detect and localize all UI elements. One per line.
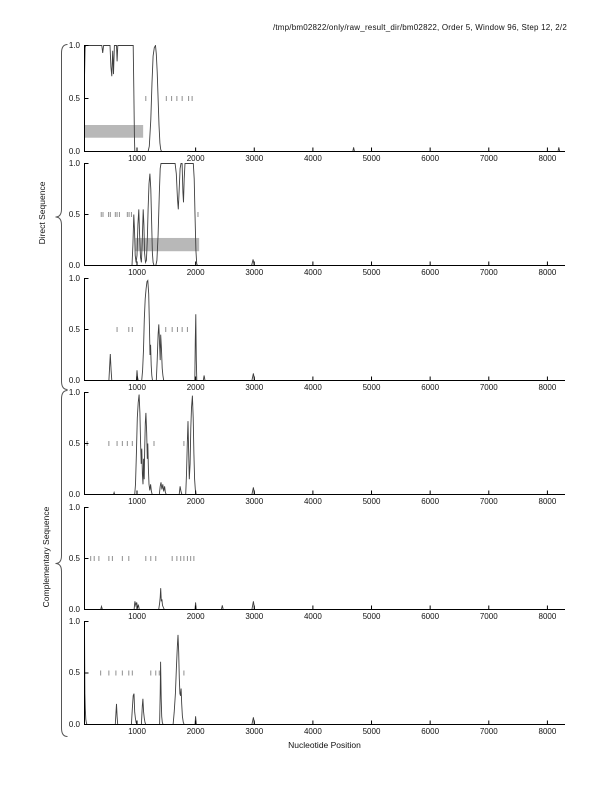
x-tick-label: 5000: [362, 497, 381, 506]
x-tick-label: 7000: [479, 383, 498, 392]
x-tick-label: 6000: [421, 497, 440, 506]
y-tick-label: 1.0: [68, 617, 80, 626]
x-tick-label: 7000: [479, 154, 498, 163]
y-tick-label: 1.0: [68, 388, 80, 397]
y-tick-label: 0.0: [68, 720, 80, 729]
complementary-sequence-label: Complementary Sequence: [41, 506, 51, 608]
x-tick-label: 8000: [538, 497, 557, 506]
x-tick-label: 1000: [128, 497, 146, 506]
x-tick-label: 6000: [421, 383, 440, 392]
complementary-group-brace: [55, 390, 68, 737]
x-tick-label: 1000: [128, 268, 146, 277]
x-tick-label: 5000: [362, 154, 381, 163]
x-tick-label: 4000: [303, 497, 322, 506]
x-tick-label: 8000: [538, 727, 557, 736]
y-tick-label: 0.5: [68, 324, 80, 334]
x-tick-label: 3000: [245, 268, 264, 277]
x-tick-label: 2000: [186, 497, 205, 506]
y-tick-label: 0.5: [68, 209, 80, 219]
x-tick-label: 7000: [479, 497, 498, 506]
x-tick-label: 1000: [128, 612, 146, 621]
x-tick-label: 1000: [128, 727, 146, 736]
panel-complementary-frame-1: [84, 392, 565, 495]
x-tick-label: 8000: [538, 268, 557, 277]
x-tick-label: 3000: [245, 383, 264, 392]
axis-lines: [84, 621, 565, 725]
x-tick-label: 8000: [538, 154, 557, 163]
y-tick-label: 0.5: [68, 668, 80, 677]
x-tick-label: 7000: [479, 727, 498, 736]
y-tick-label: 1.0: [68, 503, 80, 512]
x-tick-label: 4000: [303, 154, 322, 163]
shaded-region: [135, 237, 200, 252]
y-tick-label: 0.0: [68, 261, 80, 270]
x-tick-label: 3000: [245, 727, 264, 736]
x-tick-label: 4000: [303, 612, 322, 621]
shaded-region: [84, 125, 144, 138]
x-tick-label: 2000: [186, 612, 205, 621]
x-tick-label: 6000: [421, 154, 440, 163]
coding-potential-curve: [84, 279, 565, 381]
coding-potential-curve: [84, 588, 565, 610]
direct-group-brace: [55, 44, 68, 390]
x-tick-label: 6000: [421, 612, 440, 621]
x-tick-label: 5000: [362, 383, 381, 392]
x-tick-label: 5000: [362, 612, 381, 621]
y-tick-label: 0.5: [68, 93, 80, 103]
panel-direct-frame-2: [84, 163, 565, 266]
x-tick-label: 5000: [362, 268, 381, 277]
x-tick-label: 6000: [421, 268, 440, 277]
y-tick-label: 1.0: [68, 41, 80, 50]
x-tick-label: 5000: [362, 727, 381, 736]
plot-title: /tmp/bm02822/only/raw_result_dir/bm02822…: [272, 23, 567, 32]
axis-lines: [84, 507, 565, 610]
y-tick-label: 0.0: [68, 147, 80, 156]
x-tick-label: 3000: [245, 154, 264, 163]
x-axis-title: Nucleotide Position: [288, 740, 361, 750]
panel-complementary-frame-2: [84, 507, 565, 610]
y-tick-label: 0.5: [68, 553, 80, 563]
x-tick-label: 2000: [186, 727, 205, 736]
x-tick-label: 2000: [186, 154, 205, 163]
x-tick-label: 4000: [303, 727, 322, 736]
x-tick-label: 3000: [245, 497, 264, 506]
panel-complementary-frame-3: [84, 621, 565, 725]
panel-direct-frame-3: [84, 278, 565, 381]
x-tick-label: 8000: [538, 383, 557, 392]
x-tick-label: 6000: [421, 727, 440, 736]
x-tick-label: 1000: [128, 383, 146, 392]
x-tick-label: 4000: [303, 268, 322, 277]
x-tick-label: 7000: [479, 268, 498, 277]
y-tick-label: 0.5: [68, 438, 80, 448]
x-tick-label: 3000: [245, 612, 264, 621]
y-tick-label: 1.0: [68, 159, 80, 168]
y-tick-label: 0.0: [68, 605, 80, 614]
panel-direct-frame-1: [84, 45, 565, 152]
x-tick-label: 1000: [128, 154, 146, 163]
y-tick-label: 0.0: [68, 490, 80, 499]
coding-potential-curve: [84, 45, 565, 152]
direct-sequence-label: Direct Sequence: [37, 181, 47, 245]
y-tick-label: 1.0: [68, 274, 80, 283]
y-tick-label: 0.0: [68, 376, 80, 385]
coding-potential-curve: [84, 394, 565, 495]
axis-lines: [84, 392, 565, 495]
x-tick-label: 2000: [186, 268, 205, 277]
x-tick-label: 4000: [303, 383, 322, 392]
x-tick-label: 2000: [186, 383, 205, 392]
x-tick-label: 7000: [479, 612, 498, 621]
x-tick-label: 8000: [538, 612, 557, 621]
